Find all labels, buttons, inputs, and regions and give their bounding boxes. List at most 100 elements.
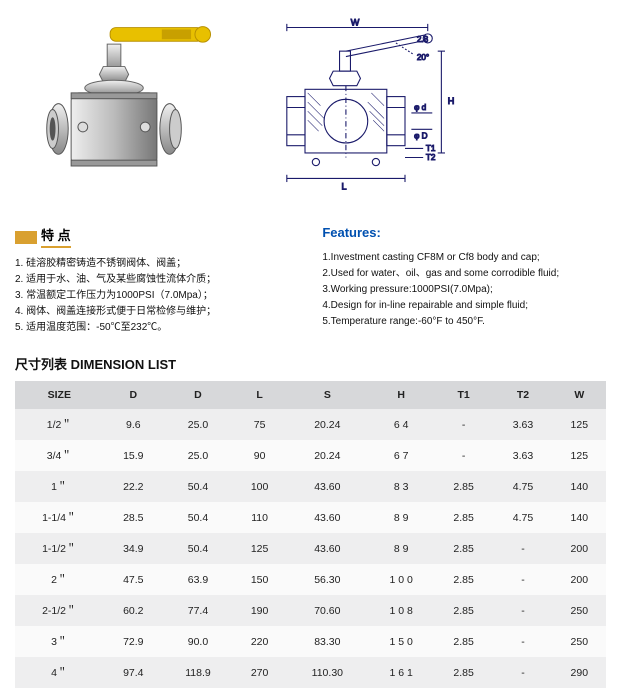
- table-row: 2-1/2＂60.277.419070.601 0 82.85-250: [15, 595, 606, 626]
- table-cell: 77.4: [163, 595, 233, 626]
- table-cell: 20.24: [286, 440, 368, 471]
- table-cell: 70.60: [286, 595, 368, 626]
- table-cell: 3/4＂: [15, 440, 104, 471]
- table-cell: 43.60: [286, 471, 368, 502]
- table-cell: 1 0 8: [368, 595, 433, 626]
- feature-item: 3.Working pressure:1000PSI(7.0Mpa);: [322, 282, 606, 298]
- table-cell: 2-1/2＂: [15, 595, 104, 626]
- table-cell: 6 4: [368, 409, 433, 440]
- top-image-row: W 20° 2.8 H: [15, 10, 606, 205]
- table-row: 1-1/2＂34.950.412543.608 92.85-200: [15, 533, 606, 564]
- feature-item: 5. 适用温度范围：-50℃至232℃。: [15, 320, 299, 336]
- table-cell: 25.0: [163, 409, 233, 440]
- feature-item: 4. 阀体、阀盖连接形式便于日常检修与维护；: [15, 304, 299, 320]
- table-header: T2: [493, 381, 552, 409]
- features-cn-list: 1. 硅溶胶精密铸造不锈钢阀体、阀盖； 2. 适用于水、油、气及某些腐蚀性流体介…: [15, 256, 299, 336]
- table-cell: 2.85: [434, 657, 493, 688]
- table-cell: 43.60: [286, 502, 368, 533]
- label-T1: T1: [426, 144, 436, 153]
- label-L: L: [342, 181, 347, 191]
- table-cell: -: [493, 533, 552, 564]
- table-header: SIZE: [15, 381, 104, 409]
- table-cell: 125: [553, 409, 606, 440]
- table-header: H: [368, 381, 433, 409]
- table-cell: 4＂: [15, 657, 104, 688]
- table-cell: 72.9: [104, 626, 163, 657]
- table-cell: 110: [233, 502, 286, 533]
- table-cell: 90.0: [163, 626, 233, 657]
- features-en: Features: 1.Investment casting CF8M or C…: [322, 225, 606, 336]
- feature-item: 5.Temperature range:-60°F to 450°F.: [322, 314, 606, 330]
- table-cell: 190: [233, 595, 286, 626]
- table-cell: 100: [233, 471, 286, 502]
- table-cell: 60.2: [104, 595, 163, 626]
- table-cell: 140: [553, 471, 606, 502]
- label-pipe: 2.8: [417, 35, 429, 44]
- table-cell: 6 7: [368, 440, 433, 471]
- table-row: 1-1/4＂28.550.411043.608 92.854.75140: [15, 502, 606, 533]
- table-cell: 90: [233, 440, 286, 471]
- label-phiD: φ D: [414, 131, 428, 140]
- table-cell: 2＂: [15, 564, 104, 595]
- feature-item: 3. 常温额定工作压力为1000PSI（7.0Mpa）；: [15, 288, 299, 304]
- features-row: 特 点 1. 硅溶胶精密铸造不锈钢阀体、阀盖； 2. 适用于水、油、气及某些腐蚀…: [15, 225, 606, 336]
- table-cell: 50.4: [163, 471, 233, 502]
- features-en-list: 1.Investment casting CF8M or Cf8 body an…: [322, 250, 606, 330]
- table-cell: 200: [553, 533, 606, 564]
- table-cell: 83.30: [286, 626, 368, 657]
- table-cell: 75: [233, 409, 286, 440]
- dimension-table: SIZEDDLSHT1T2W 1/2＂9.625.07520.246 4-3.6…: [15, 381, 606, 688]
- table-cell: -: [493, 657, 552, 688]
- table-cell: 43.60: [286, 533, 368, 564]
- table-cell: 47.5: [104, 564, 163, 595]
- table-cell: -: [493, 595, 552, 626]
- table-cell: 125: [553, 440, 606, 471]
- table-cell: 1-1/2＂: [15, 533, 104, 564]
- table-cell: 125: [233, 533, 286, 564]
- table-cell: -: [493, 626, 552, 657]
- label-phid: φ d: [414, 103, 427, 112]
- table-cell: 1/2＂: [15, 409, 104, 440]
- table-cell: 140: [553, 502, 606, 533]
- table-cell: 97.4: [104, 657, 163, 688]
- table-cell: 3.63: [493, 409, 552, 440]
- table-cell: -: [434, 409, 493, 440]
- table-cell: 50.4: [163, 502, 233, 533]
- feature-item: 1. 硅溶胶精密铸造不锈钢阀体、阀盖；: [15, 256, 299, 272]
- table-cell: 250: [553, 626, 606, 657]
- table-cell: 1-1/4＂: [15, 502, 104, 533]
- dimension-list-title: 尺寸列表 DIMENSION LIST: [15, 354, 606, 373]
- label-angle: 20°: [417, 53, 429, 62]
- table-header: D: [104, 381, 163, 409]
- table-cell: 22.2: [104, 471, 163, 502]
- table-cell: 8 9: [368, 502, 433, 533]
- feature-item: 2. 适用于水、油、气及某些腐蚀性流体介质；: [15, 272, 299, 288]
- table-cell: -: [493, 564, 552, 595]
- table-cell: 220: [233, 626, 286, 657]
- table-cell: 20.24: [286, 409, 368, 440]
- table-cell: 200: [553, 564, 606, 595]
- table-header: T1: [434, 381, 493, 409]
- table-cell: 4.75: [493, 471, 552, 502]
- table-cell: 1 0 0: [368, 564, 433, 595]
- table-cell: 2.85: [434, 502, 493, 533]
- table-cell: 15.9: [104, 440, 163, 471]
- table-cell: 2.85: [434, 471, 493, 502]
- table-cell: 2.85: [434, 564, 493, 595]
- table-cell: 8 9: [368, 533, 433, 564]
- table-cell: 63.9: [163, 564, 233, 595]
- table-cell: 34.9: [104, 533, 163, 564]
- table-cell: 150: [233, 564, 286, 595]
- feature-item: 4.Design for in-line repairable and simp…: [322, 298, 606, 314]
- table-cell: 3.63: [493, 440, 552, 471]
- dimension-diagram: W 20° 2.8 H: [255, 10, 455, 205]
- features-cn: 特 点 1. 硅溶胶精密铸造不锈钢阀体、阀盖； 2. 适用于水、油、气及某些腐蚀…: [15, 225, 299, 336]
- feature-item: 1.Investment casting CF8M or Cf8 body an…: [322, 250, 606, 266]
- table-cell: 110.30: [286, 657, 368, 688]
- table-header: S: [286, 381, 368, 409]
- table-cell: 9.6: [104, 409, 163, 440]
- table-cell: 250: [553, 595, 606, 626]
- label-W: W: [351, 18, 360, 28]
- table-cell: -: [434, 440, 493, 471]
- table-cell: 1＂: [15, 471, 104, 502]
